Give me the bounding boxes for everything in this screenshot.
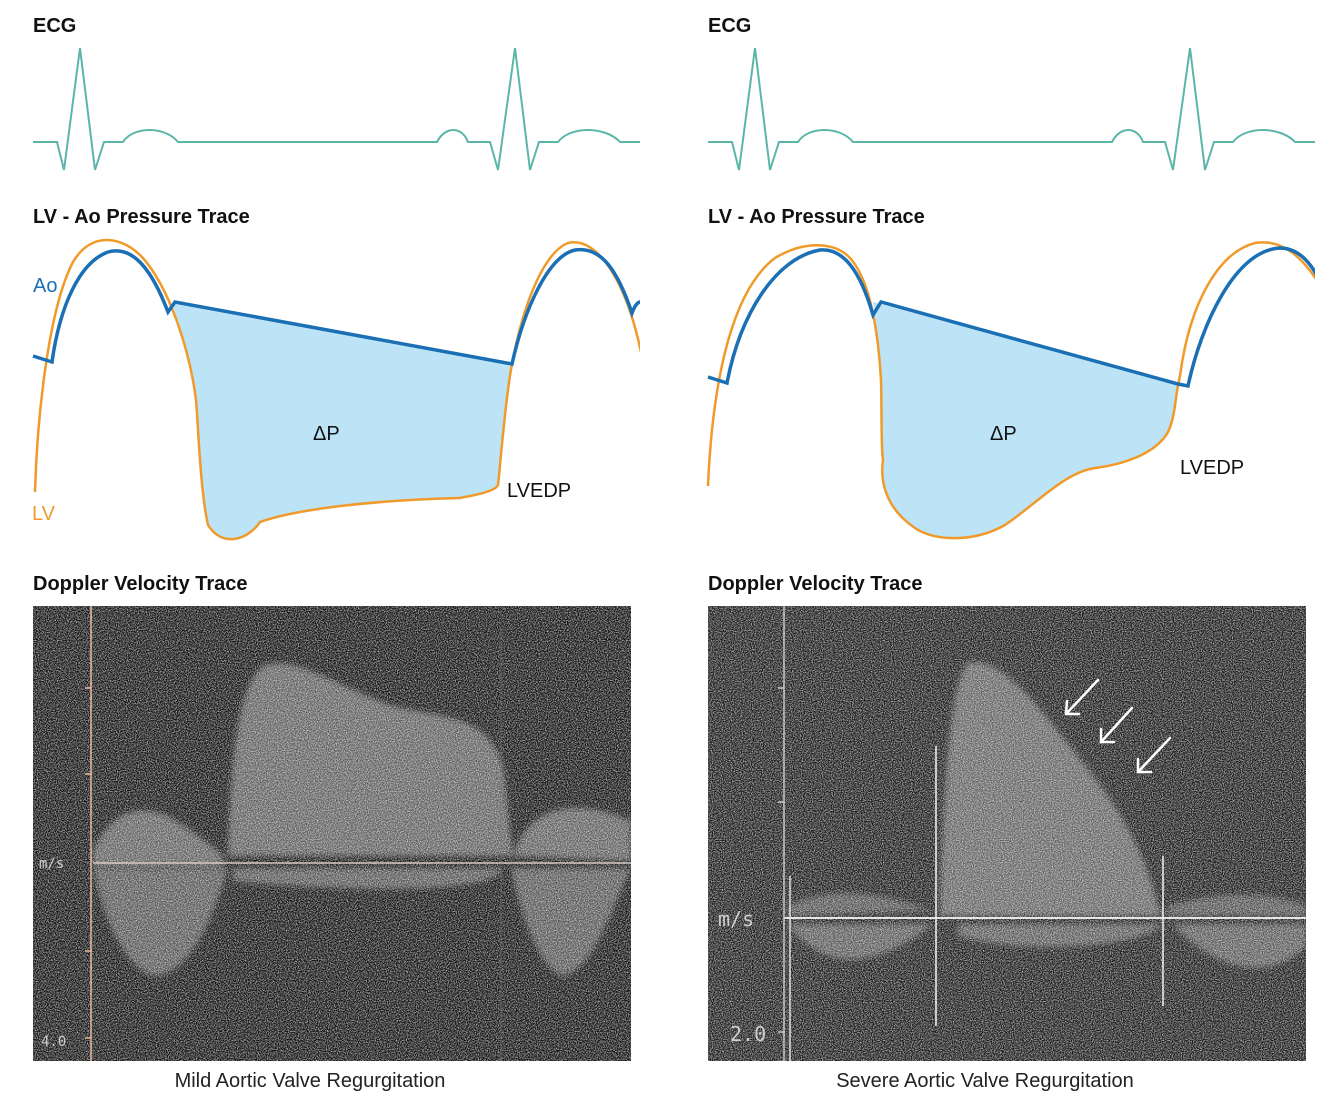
doppler-scale-label: 4.0 (41, 1034, 66, 1050)
ecg-title: ECG (708, 15, 752, 37)
ao-curve-1 (32, 247, 640, 367)
lvedp-label: LVEDP (1180, 457, 1244, 479)
doppler-image: m/s 4.0 (33, 606, 631, 1061)
arrow-icon (1136, 736, 1172, 774)
panel-severe: ECG LV - Ao Pressure Trace ΔP LVEDP Dopp… (675, 0, 1315, 1095)
doppler-spectrogram: m/s 4.0 (33, 606, 631, 1061)
delta-p-area (172, 302, 512, 540)
doppler-title: Doppler Velocity Trace (708, 573, 923, 595)
ecg-waveform (708, 47, 1315, 171)
pressure-trace: ΔP LVEDP (706, 241, 1315, 540)
doppler-image: m/s 2.0 (708, 606, 1306, 1061)
doppler-unit-label: m/s (718, 907, 754, 931)
ecg-trace (708, 47, 1315, 171)
panel-mild: ECG LV - Ao Pressure Trace Ao LV ΔP LVED… (0, 0, 640, 1095)
delta-p-label: ΔP (313, 423, 340, 445)
ao-curve-2 (707, 246, 1315, 389)
pressure-title: LV - Ao Pressure Trace (708, 206, 925, 228)
caption-severe: Severe Aortic Valve Regurgitation (836, 1070, 1134, 1092)
doppler-scale-label: 2.0 (730, 1022, 766, 1046)
ao-label: Ao (33, 275, 57, 297)
doppler-unit-label: m/s (39, 856, 64, 872)
doppler-spectrogram: m/s 2.0 (708, 606, 1306, 1061)
delta-p-label: ΔP (990, 423, 1017, 445)
pressure-trace: Ao LV ΔP LVEDP (32, 238, 640, 541)
ecg-title: ECG (33, 15, 77, 37)
pressure-title: LV - Ao Pressure Trace (33, 206, 250, 228)
lv-label: LV (32, 503, 56, 525)
doppler-title: Doppler Velocity Trace (33, 573, 248, 595)
delta-p-area (873, 302, 1178, 539)
arrow-icon (1064, 678, 1100, 716)
lv-curve-1 (33, 238, 640, 541)
lv-curve-2 (706, 241, 1315, 540)
lvedp-label: LVEDP (507, 480, 571, 502)
arrow-icon (1099, 706, 1134, 744)
ecg-waveform (33, 47, 640, 171)
caption-mild: Mild Aortic Valve Regurgitation (174, 1070, 446, 1092)
ecg-trace (33, 47, 640, 171)
